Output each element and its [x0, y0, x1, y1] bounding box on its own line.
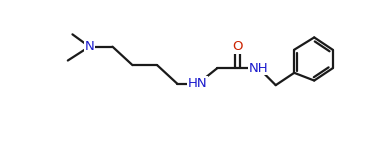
Text: NH: NH — [249, 62, 269, 75]
Text: O: O — [232, 40, 243, 53]
Text: N: N — [84, 40, 94, 53]
Text: HN: HN — [188, 77, 208, 90]
